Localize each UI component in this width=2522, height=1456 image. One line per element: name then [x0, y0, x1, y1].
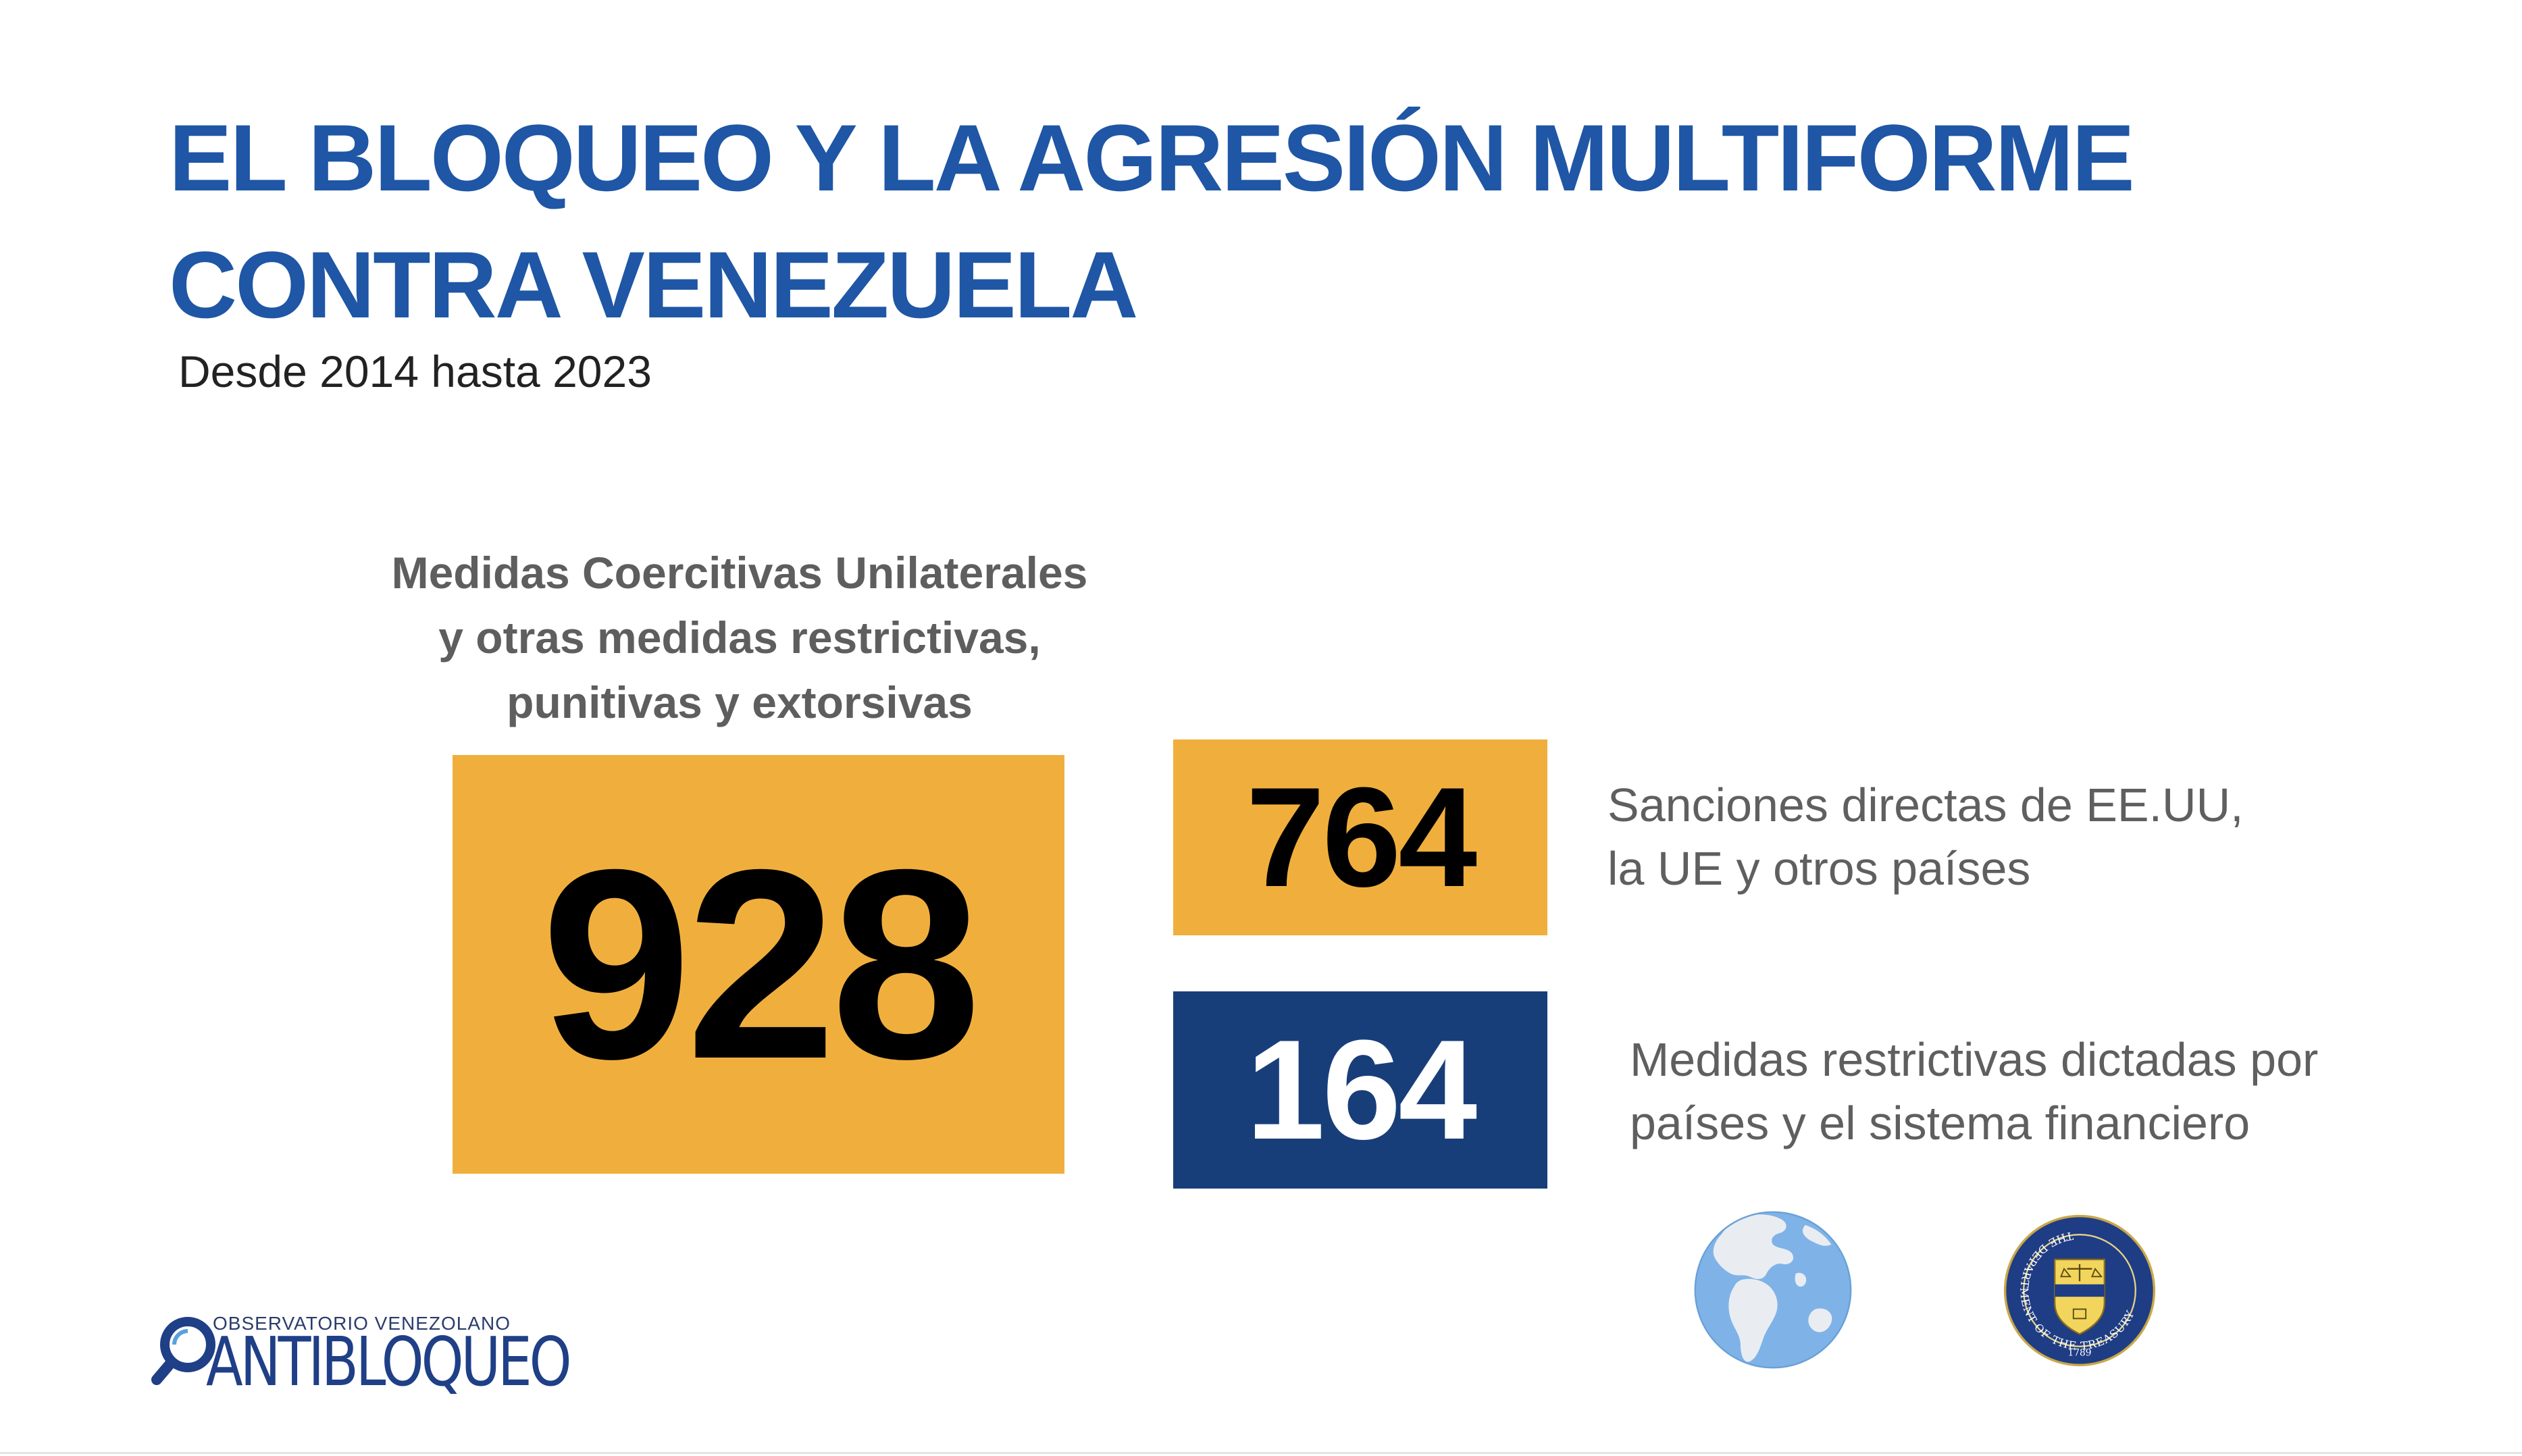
restrictive-measures-box: 164 — [1173, 991, 1547, 1189]
restrictive-measures-value: 164 — [1245, 1010, 1477, 1169]
direct-sanctions-description-line-2: la UE y otros países — [1607, 842, 2031, 895]
direct-sanctions-description-line-1: Sanciones directas de EE.UU, — [1607, 779, 2244, 831]
total-measures-label-line-1: Medidas Coercitivas Unilaterales — [391, 548, 1088, 598]
restrictive-measures-description: Medidas restrictivas dictadas por países… — [1630, 1028, 2318, 1155]
total-measures-box: 928 — [453, 755, 1064, 1174]
logo-subtitle: OBSERVATORIO VENEZOLANO — [213, 1313, 511, 1334]
direct-sanctions-description: Sanciones directas de EE.UU, la UE y otr… — [1607, 773, 2244, 900]
page-subtitle: Desde 2014 hasta 2023 — [178, 346, 652, 396]
antibloqueo-logo — [151, 1317, 215, 1385]
page-title: EL BLOQUEO Y LA AGRESIÓN MULTIFORME CONT… — [169, 95, 2398, 348]
logo-wordmark: ANTIBLOQUEO — [206, 1322, 572, 1401]
restrictive-measures-description-line-2: países y el sistema financiero — [1630, 1097, 2250, 1149]
seal-year: 1789 — [2067, 1348, 2091, 1359]
total-measures-value: 928 — [541, 813, 981, 1115]
treasury-seal-icon: THE DEPARTMENT OF THE TREASURY 1789 — [2003, 1214, 2156, 1367]
total-measures-label: Medidas Coercitivas Unilaterales y otras… — [270, 540, 1209, 735]
globe-icon — [1694, 1211, 1852, 1369]
direct-sanctions-value: 764 — [1245, 758, 1477, 916]
page-title-line-1: EL BLOQUEO Y LA AGRESIÓN MULTIFORME — [169, 105, 2135, 211]
total-measures-label-line-3: punitivas y extorsivas — [507, 677, 973, 727]
page-title-line-2: CONTRA VENEZUELA — [169, 232, 1138, 338]
total-measures-label-line-2: y otras medidas restrictivas, — [438, 613, 1041, 662]
restrictive-measures-description-line-1: Medidas restrictivas dictadas por — [1630, 1033, 2319, 1086]
direct-sanctions-box: 764 — [1173, 739, 1547, 935]
bottom-divider — [0, 1452, 2522, 1454]
